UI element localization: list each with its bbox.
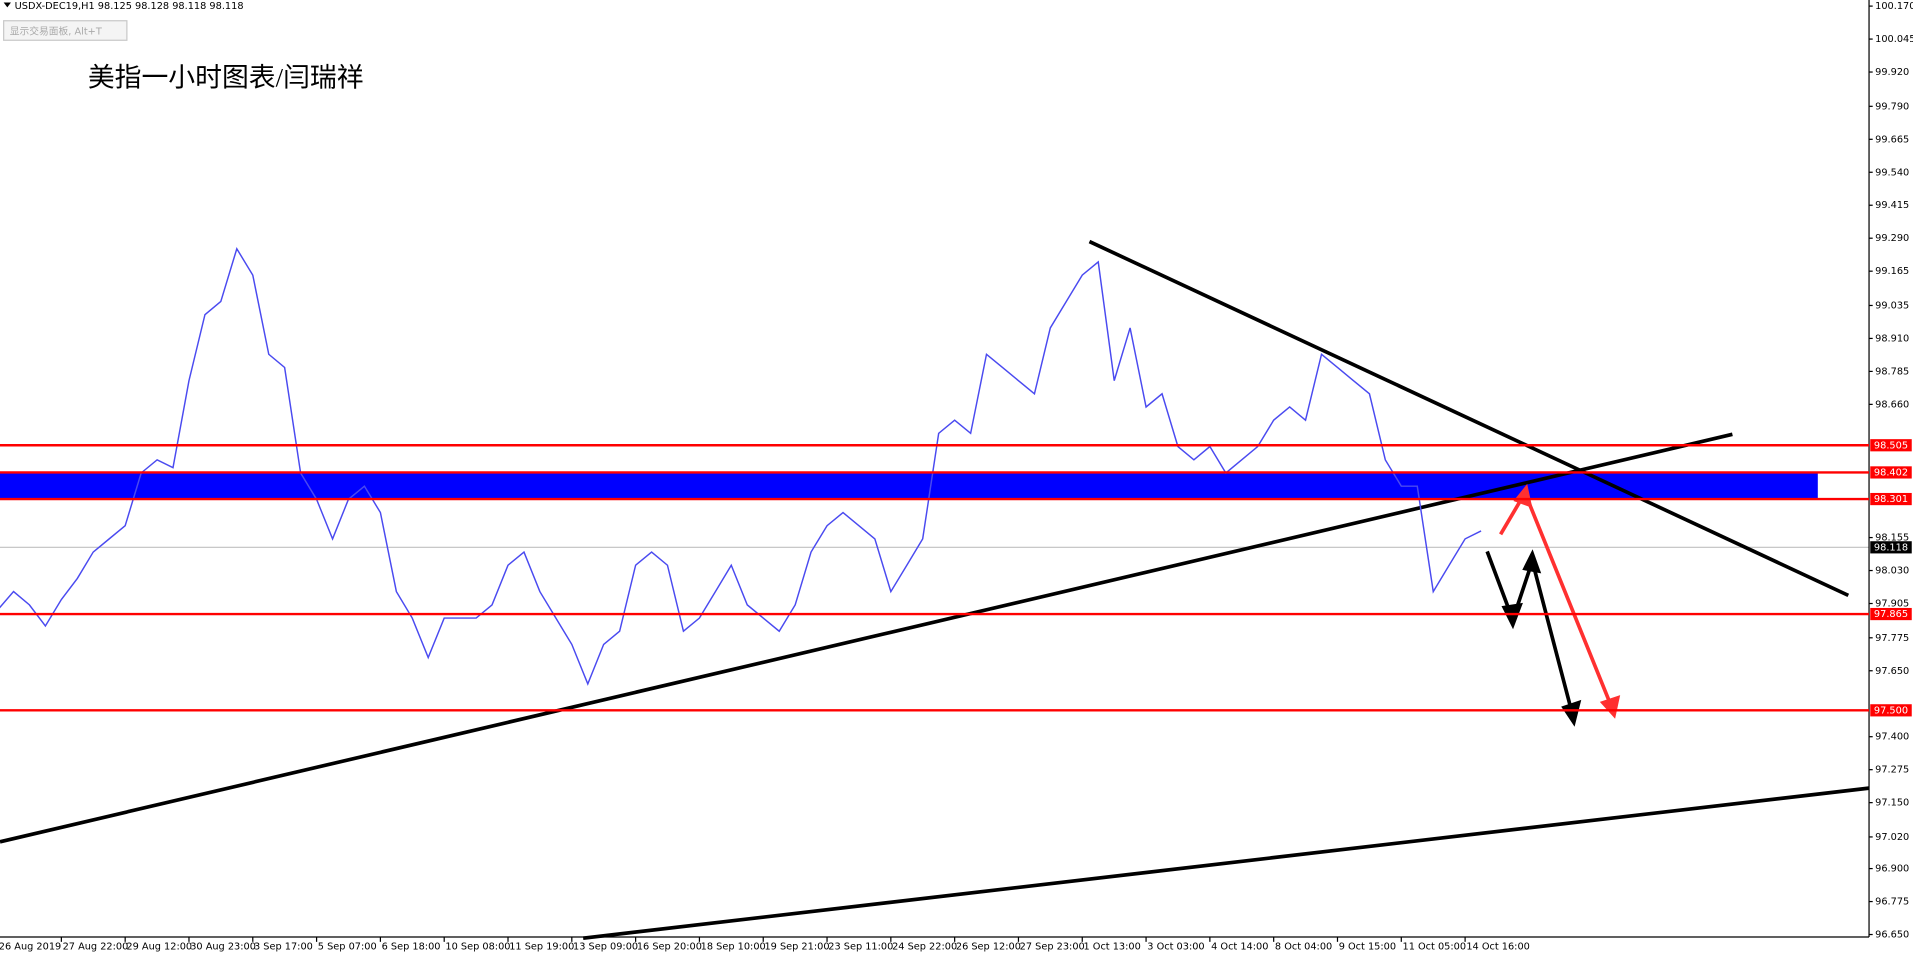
level-label: 97.500 [1874,705,1908,716]
x-tick-label: 27 Aug 22:00 [63,942,129,953]
arrow-path [1485,550,1575,716]
x-tick-label: 3 Sep 17:00 [254,942,313,953]
y-tick-label: 98.785 [1875,366,1909,377]
x-tick-label: 29 Aug 12:00 [126,942,192,953]
menu-icon[interactable] [3,2,11,8]
x-tick-label: 8 Oct 04:00 [1275,942,1332,953]
x-tick-label: 1 Oct 13:00 [1083,942,1140,953]
level-label-box [1870,607,1912,621]
y-tick-label: 98.660 [1875,399,1909,410]
x-tick-label: 27 Sep 23:00 [1020,942,1085,953]
trade-panel-button-label[interactable]: 显示交易面板, Alt+T [10,25,102,38]
level-label-box [1870,466,1912,479]
x-tick-label: 19 Sep 21:00 [764,942,829,953]
y-tick-label: 100.045 [1875,34,1913,45]
trendline [0,432,1733,844]
x-tick-label: 30 Aug 23:00 [190,942,256,953]
y-tick-label: 98.155 [1875,533,1909,544]
x-tick-label: 26 Aug 2019 [0,942,61,953]
y-tick-label: 99.415 [1875,200,1909,211]
arrow-head [1513,483,1533,508]
level-label: 98.505 [1874,440,1908,451]
trade-panel-button[interactable] [3,20,128,41]
x-tick-label: 18 Sep 10:00 [701,942,766,953]
x-tick-label: 26 Sep 12:00 [956,942,1021,953]
arrow-head [1561,699,1582,727]
y-tick-label: 99.790 [1875,101,1909,112]
y-tick-label: 98.030 [1875,566,1909,577]
x-tick-label: 14 Oct 16:00 [1466,942,1530,953]
x-tick-label: 23 Sep 11:00 [828,942,893,953]
zone [0,472,1818,500]
y-tick-label: 98.910 [1875,333,1909,344]
y-tick-label: 96.775 [1875,897,1909,908]
y-tick-label: 99.290 [1875,233,1909,244]
x-tick-label: 6 Sep 18:00 [382,942,441,953]
x-tick-label: 9 Oct 15:00 [1339,942,1396,953]
x-tick-label: 5 Sep 07:00 [318,942,377,953]
arrows [1485,483,1621,727]
arrow-head [1522,549,1542,574]
y-tick-label: 97.150 [1875,798,1909,809]
level-label: 98.402 [1874,467,1908,478]
level-label-box [1870,439,1912,452]
y-tick-label: 99.035 [1875,300,1909,311]
zone-layer [0,472,1870,548]
y-tick-label: 97.905 [1875,599,1909,610]
level-label-box [1870,704,1912,717]
x-tick-label: 13 Sep 09:00 [573,942,638,953]
y-tick-label: 96.900 [1875,864,1909,875]
y-tick-label: 96.650 [1875,930,1909,941]
level-label-box [1870,492,1912,506]
current-price-label: 98.118 [1874,542,1908,553]
y-tick-label: 100.170 [1875,1,1913,12]
trendline [582,786,1870,940]
y-tick-label: 97.020 [1875,832,1909,843]
y-tick-label: 97.650 [1875,666,1909,677]
y-tick-label: 97.400 [1875,732,1909,743]
y-tick-label: 99.665 [1875,134,1909,145]
trendlines [0,239,1870,940]
header: USDX-DEC19,H1 98.125 98.128 98.118 98.11… [15,1,244,12]
y-tick-label: 99.920 [1875,67,1909,78]
x-tick-label: 10 Sep 08:00 [445,942,510,953]
y-tick-label: 99.165 [1875,266,1909,277]
trendline [1088,239,1850,598]
current-price-box [1870,541,1912,554]
x-tick-label: 11 Sep 19:00 [509,942,574,953]
y-tick-label: 97.275 [1875,765,1909,776]
y-tick-label: 99.540 [1875,167,1909,178]
x-tick-label: 16 Sep 20:00 [637,942,702,953]
chart-title: 美指一小时图表/闫瑞祥 [88,63,364,93]
price-line [0,246,1482,686]
y-tick-label: 97.775 [1875,633,1909,644]
level-label: 97.865 [1874,609,1908,620]
x-tick-label: 11 Oct 05:00 [1403,942,1467,953]
x-tick-label: 24 Sep 22:00 [892,942,957,953]
arrow-head [1599,695,1621,719]
level-label: 98.301 [1874,494,1908,505]
x-tick-label: 4 Oct 14:00 [1211,942,1268,953]
x-tick-label: 3 Oct 03:00 [1147,942,1204,953]
